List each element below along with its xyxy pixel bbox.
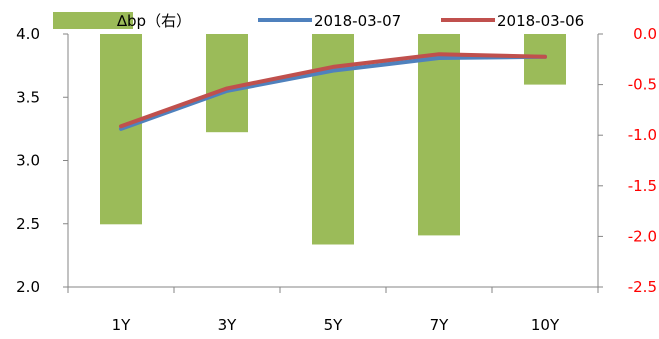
axes-group <box>63 33 603 293</box>
right-tick-label: -1.5 <box>628 177 657 195</box>
x-tick-label-10y: 10Y <box>531 316 560 334</box>
legend-label-bar: ∆bp（右） <box>116 12 191 30</box>
left-tick-label: 2.5 <box>16 215 40 233</box>
bar-3y <box>206 34 248 133</box>
right-tick-label: -2.0 <box>628 227 657 245</box>
x-tick-label-5y: 5Y <box>324 316 344 334</box>
chart-legend: ∆bp（右） 2018-03-07 2018-03-06 <box>53 12 584 30</box>
legend-swatch-bar <box>53 12 133 29</box>
line-series-group <box>119 52 547 131</box>
bar-7y <box>418 34 460 236</box>
left-tick-label: 4.0 <box>16 25 40 43</box>
tick-labels-group: 2.0 2.5 3.0 3.5 4.0 -2.5 -2.0 -1.5 -1.0 -0.5 0.0 1Y… <box>16 25 657 334</box>
left-tick-label: 3.0 <box>16 152 40 170</box>
bar-10y <box>524 34 566 85</box>
legend-label-2018-03-07: 2018-03-07 <box>314 12 401 30</box>
right-tick-label: -2.5 <box>628 278 657 296</box>
right-tick-label: -1.0 <box>628 126 657 144</box>
x-tick-label-1y: 1Y <box>112 316 132 334</box>
right-tick-label: -0.5 <box>628 76 657 94</box>
x-tick-label-3y: 3Y <box>218 316 238 334</box>
left-tick-label: 3.5 <box>16 88 40 106</box>
legend-label-2018-03-06: 2018-03-06 <box>497 12 584 30</box>
right-tick-label: 0.0 <box>633 25 657 43</box>
x-tick-label-7y: 7Y <box>430 316 450 334</box>
left-tick-label: 2.0 <box>16 278 40 296</box>
